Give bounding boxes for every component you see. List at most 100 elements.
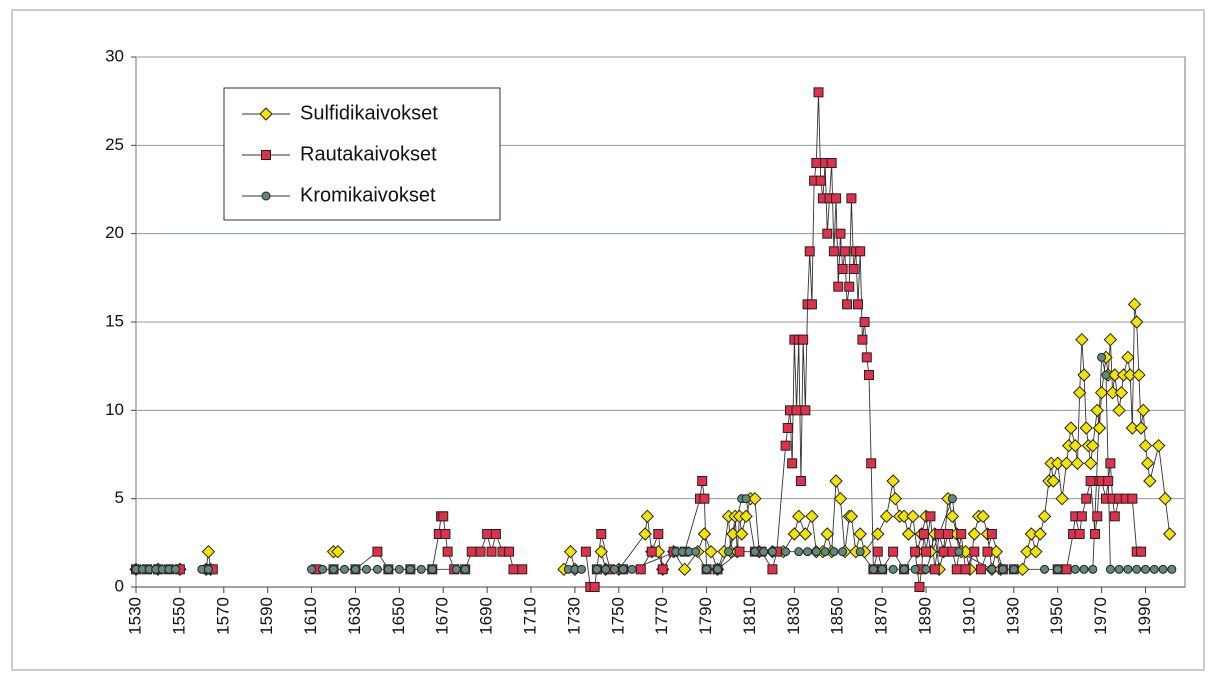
marker <box>704 544 718 559</box>
marker <box>1077 368 1091 382</box>
marker <box>967 527 982 541</box>
marker <box>901 527 916 541</box>
marker <box>318 564 328 574</box>
marker <box>580 546 591 557</box>
marker <box>677 562 692 577</box>
marker <box>1151 438 1166 453</box>
legend-label: Sulfidikaivokset <box>300 102 438 124</box>
x-tick-label: 1590 <box>257 597 276 635</box>
marker <box>331 544 345 559</box>
marker <box>261 191 271 201</box>
marker <box>853 299 864 310</box>
marker <box>921 564 931 574</box>
marker <box>942 529 953 539</box>
marker <box>822 228 833 239</box>
marker <box>1092 421 1107 435</box>
marker <box>1097 352 1107 362</box>
y-tick-label: 10 <box>105 400 124 419</box>
marker <box>486 546 497 557</box>
marker <box>653 529 664 539</box>
marker <box>975 564 986 575</box>
marker <box>1059 456 1074 471</box>
marker <box>947 494 957 504</box>
marker <box>1064 421 1078 435</box>
marker <box>787 458 798 469</box>
marker <box>888 564 898 574</box>
x-tick-label: 1750 <box>608 597 627 635</box>
marker <box>640 509 655 524</box>
marker <box>853 527 867 541</box>
marker <box>1130 315 1144 329</box>
marker <box>1088 564 1098 574</box>
marker <box>657 564 668 575</box>
marker <box>759 547 769 557</box>
marker <box>440 529 451 539</box>
marker <box>1132 368 1146 382</box>
marker <box>1029 544 1043 559</box>
marker <box>1053 564 1063 574</box>
marker <box>906 509 920 524</box>
marker <box>1055 491 1069 506</box>
x-tick-label: 1870 <box>872 597 891 635</box>
marker <box>372 564 382 574</box>
marker <box>1070 456 1085 471</box>
marker <box>724 547 734 557</box>
marker <box>833 281 844 292</box>
marker <box>969 546 980 557</box>
marker <box>1125 421 1140 435</box>
marker <box>1085 476 1096 486</box>
marker <box>815 175 826 186</box>
marker <box>921 546 932 557</box>
x-tick-label: 1650 <box>389 597 408 635</box>
marker <box>897 509 911 524</box>
x-tick-label: 1730 <box>564 597 583 635</box>
marker <box>1167 564 1177 574</box>
marker <box>1061 564 1072 575</box>
marker <box>838 547 848 557</box>
x-tick-label: 1990 <box>1135 597 1154 635</box>
marker <box>1075 332 1089 347</box>
marker <box>713 564 723 574</box>
marker <box>804 246 815 257</box>
x-tick-label: 1890 <box>916 597 935 635</box>
marker <box>835 228 846 239</box>
marker <box>886 474 900 488</box>
marker <box>1070 564 1080 574</box>
marker <box>986 529 997 539</box>
marker <box>982 546 993 557</box>
marker <box>855 246 866 257</box>
marker <box>899 564 909 574</box>
x-tick-label: 1630 <box>345 597 364 635</box>
marker <box>925 511 936 522</box>
marker <box>203 564 213 574</box>
marker <box>806 299 817 310</box>
marker <box>987 564 997 574</box>
marker <box>1033 527 1047 541</box>
marker <box>879 509 894 524</box>
marker <box>609 564 619 574</box>
marker <box>1143 474 1157 488</box>
marker <box>956 529 967 539</box>
marker <box>844 509 859 524</box>
marker <box>1108 368 1122 382</box>
marker <box>1138 438 1153 453</box>
marker <box>888 546 899 557</box>
marker <box>451 564 461 574</box>
marker <box>427 564 437 574</box>
x-tick-label: 1810 <box>740 597 759 635</box>
x-tick-label: 1910 <box>959 597 978 635</box>
x-tick-label: 1970 <box>1091 597 1110 635</box>
marker <box>820 547 830 557</box>
marker <box>504 546 515 557</box>
marker <box>416 564 426 574</box>
marker <box>741 494 751 504</box>
marker <box>699 493 710 504</box>
marker <box>811 547 821 557</box>
marker <box>813 87 824 98</box>
marker <box>826 158 837 168</box>
marker <box>791 405 802 416</box>
x-tick-label: 1670 <box>433 597 452 635</box>
marker <box>1109 511 1120 522</box>
y-tick-label: 15 <box>105 311 124 330</box>
